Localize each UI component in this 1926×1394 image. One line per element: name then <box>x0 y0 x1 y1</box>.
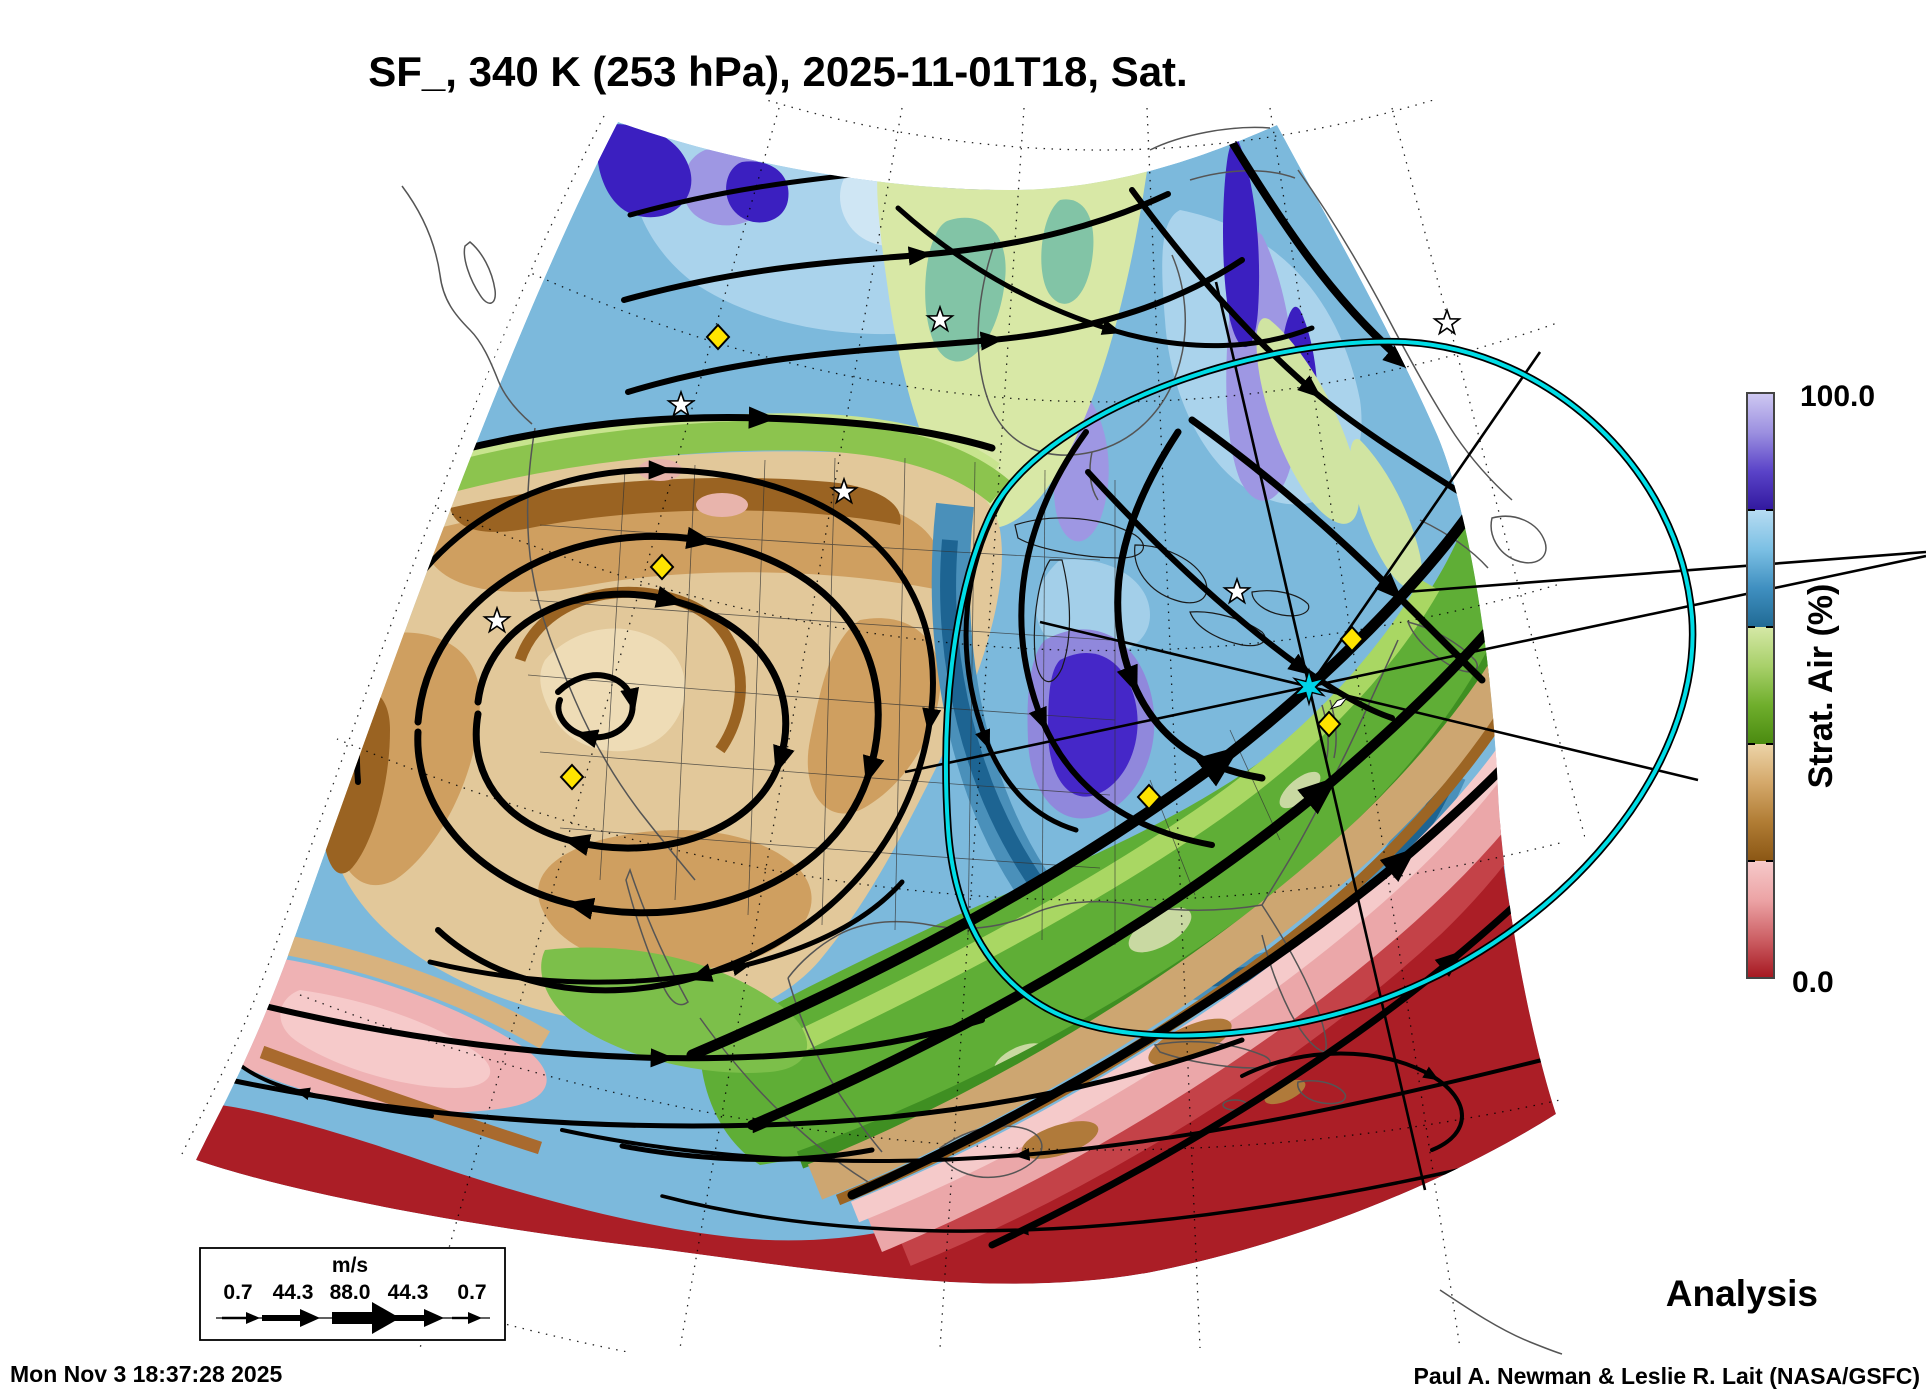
credit-label: Paul A. Newman & Leslie R. Lait (NASA/GS… <box>1413 1363 1920 1389</box>
wind-scale-legend: m/s 0.7 44.3 88.0 44.3 0.7 <box>199 1247 506 1341</box>
legend-value-4: 0.7 <box>457 1281 486 1304</box>
site-diamond-marker-0 <box>705 323 731 351</box>
colorbar-band-3 <box>1747 744 1774 862</box>
legend-unit-label: m/s <box>332 1254 368 1277</box>
legend-value-0: 0.7 <box>223 1281 252 1304</box>
legend-box <box>199 1247 506 1341</box>
city-star-marker-3 <box>482 605 512 634</box>
lake-outlines <box>1014 517 1310 683</box>
plot-title: SF_, 340 K (253 hPa), 2025-11-01T18, Sat… <box>368 48 1187 95</box>
colorbar-min-label: 0.0 <box>1792 966 1834 999</box>
timestamp-label: Mon Nov 3 18:37:28 2025 <box>10 1361 283 1387</box>
legend-value-1: 44.3 <box>273 1281 314 1304</box>
site-diamond-marker-4 <box>1316 710 1342 738</box>
site-diamond-marker-1 <box>649 553 675 581</box>
graticule <box>181 100 1585 1352</box>
site-diamond-marker-5 <box>1136 783 1162 811</box>
colorbar-max-label: 100.0 <box>1800 380 1875 413</box>
flight-track-3 <box>1404 550 1926 594</box>
colorbar-bands <box>1747 393 1774 979</box>
marker-layer <box>482 304 1462 811</box>
site-diamond-marker-3 <box>1339 625 1365 653</box>
legend-arrow-glyph <box>216 1302 490 1334</box>
colorbar-band-0 <box>1747 393 1774 511</box>
aircraft-marker <box>1329 696 1349 710</box>
colorbar-band-4 <box>1747 861 1774 979</box>
colorbar-frame <box>1746 392 1775 979</box>
target-cyan-star-marker <box>1292 667 1326 707</box>
flight-track-2 <box>1214 281 1427 1191</box>
legend-value-3: 44.3 <box>388 1281 429 1304</box>
city-star-marker-0 <box>666 389 696 418</box>
analysis-label: Analysis <box>1666 1273 1818 1314</box>
site-diamond-marker-2 <box>559 763 585 791</box>
city-star-marker-2 <box>829 476 859 505</box>
range-ring <box>942 337 1697 1040</box>
city-star-marker-4 <box>1222 576 1252 605</box>
city-star-marker-1 <box>925 304 955 333</box>
city-star-marker-5 <box>1432 307 1462 336</box>
flight-track-1 <box>1039 620 1699 782</box>
colorbar-band-1 <box>1747 510 1774 628</box>
colorbar: 100.0 0.0 Strat. Air (%) <box>1746 380 1875 999</box>
colorbar-band-2 <box>1747 627 1774 745</box>
colorbar-axis-label: Strat. Air (%) <box>1802 584 1840 789</box>
legend-value-2: 88.0 <box>330 1281 371 1304</box>
